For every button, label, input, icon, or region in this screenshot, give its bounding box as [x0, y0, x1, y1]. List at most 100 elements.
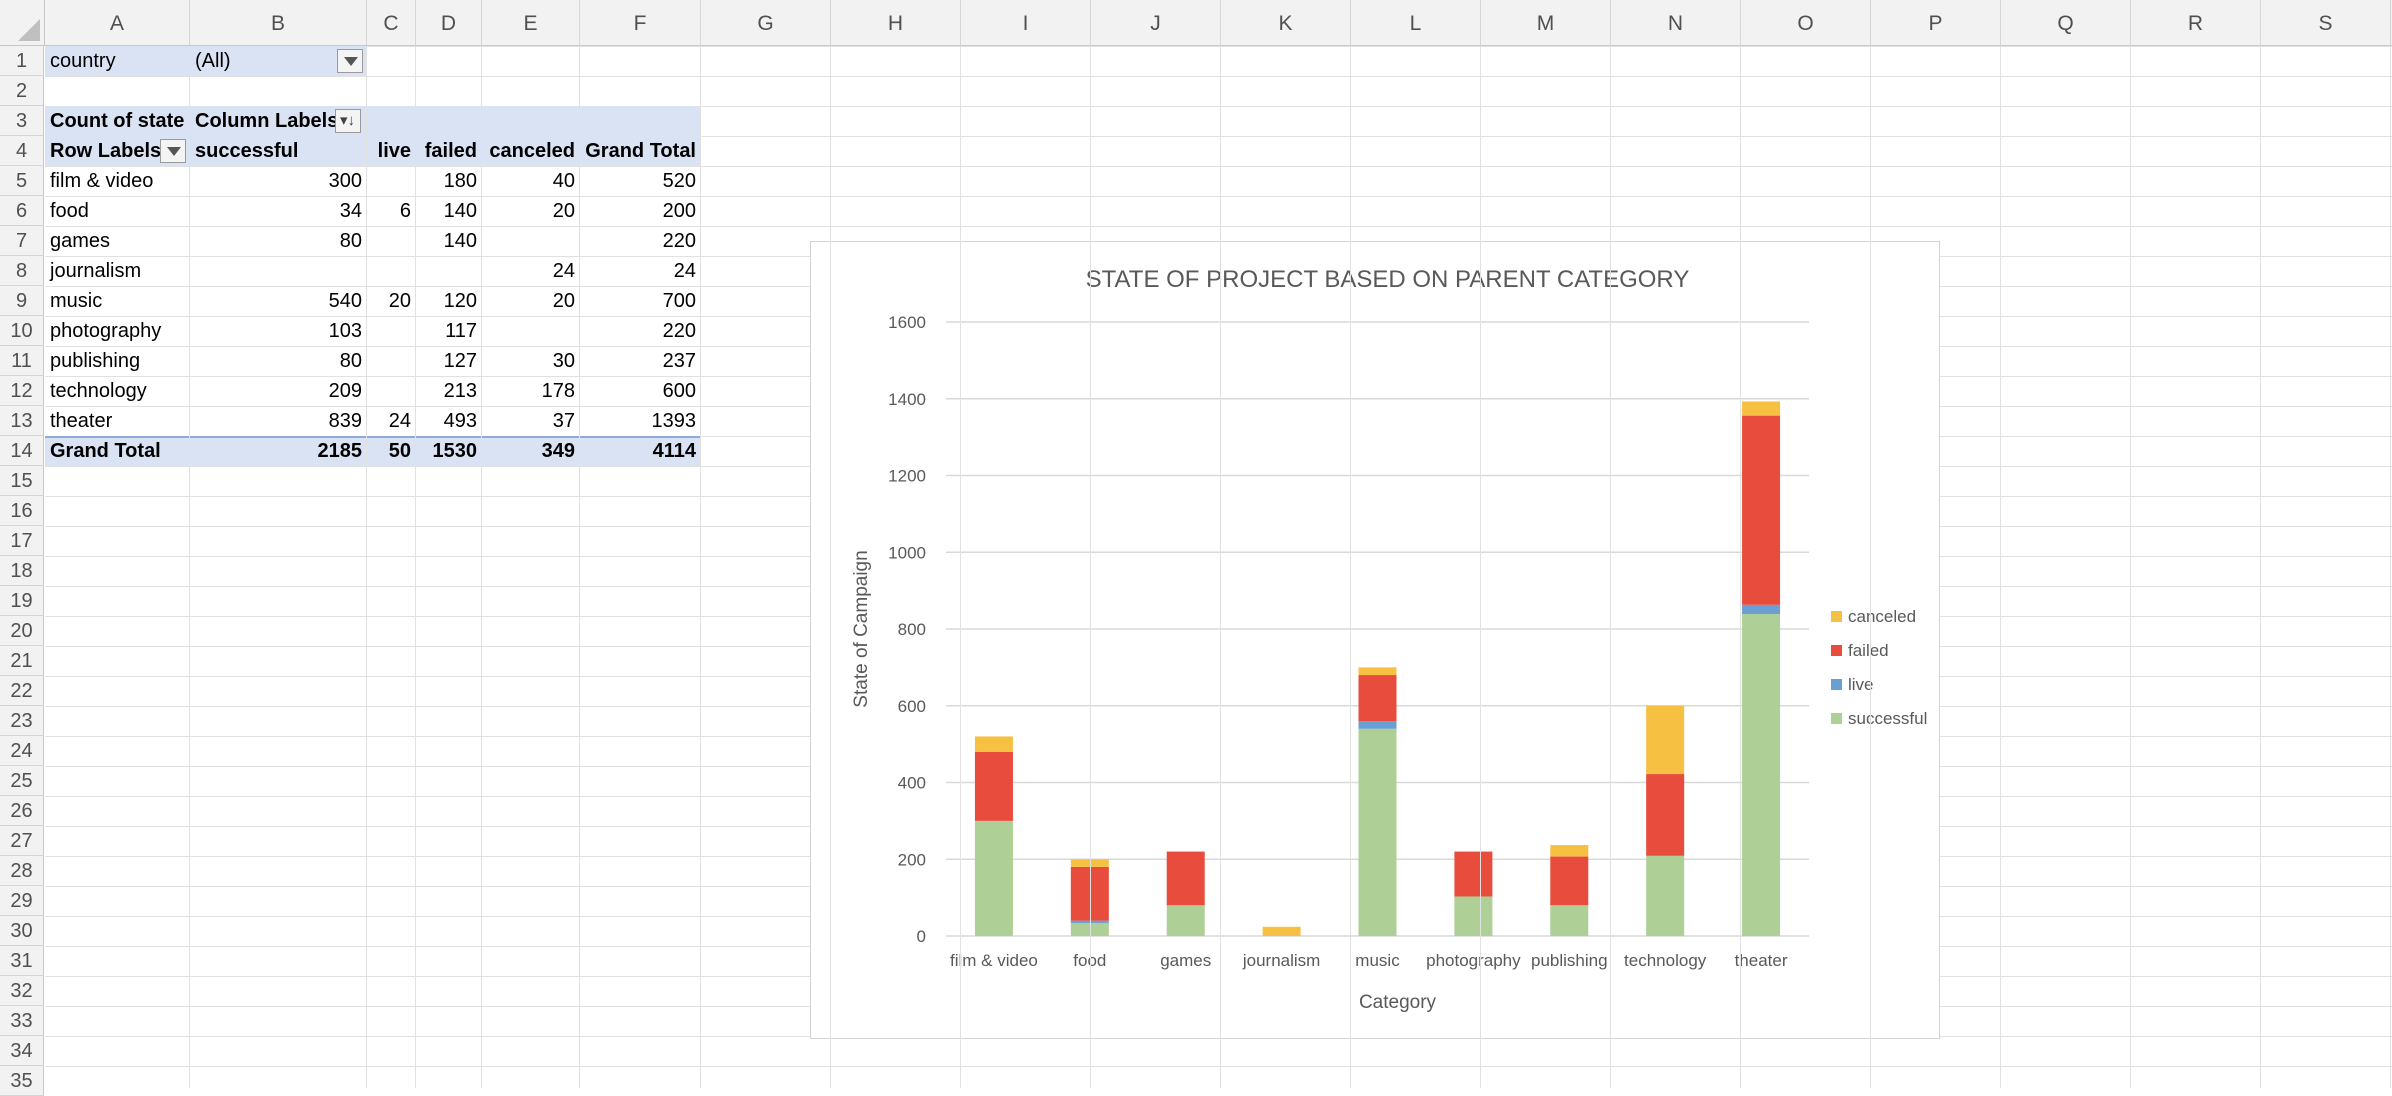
table-cell[interactable]: 24 [388, 410, 411, 432]
row-header-2[interactable]: 2 [0, 76, 44, 106]
row-header-33[interactable]: 33 [0, 1006, 44, 1036]
row-header-31[interactable]: 31 [0, 946, 44, 976]
grand-total-value[interactable]: 1530 [432, 440, 478, 462]
table-cell[interactable]: 540 [328, 290, 362, 312]
table-cell[interactable]: 80 [339, 230, 362, 252]
row-header-34[interactable]: 34 [0, 1036, 44, 1066]
row-label[interactable]: film & video [50, 170, 154, 192]
table-cell[interactable]: 34 [339, 200, 362, 222]
column-header-o[interactable]: O [1741, 0, 1871, 45]
row-header-14[interactable]: 14 [0, 436, 44, 466]
column-header-g[interactable]: G [701, 0, 831, 45]
table-cell[interactable] [367, 226, 416, 256]
table-cell[interactable]: 180 [443, 170, 477, 192]
table-cell[interactable]: 209 [328, 380, 362, 402]
row-header-35[interactable]: 35 [0, 1066, 44, 1096]
table-cell[interactable]: 117 [445, 320, 477, 342]
table-cell[interactable]: 140 [443, 200, 477, 222]
column-labels-header[interactable]: Column Labels [195, 110, 339, 132]
row-header-25[interactable]: 25 [0, 766, 44, 796]
stacked-bar-chart[interactable]: STATE OF PROJECT BASED ON PARENT CATEGOR… [810, 241, 1940, 1039]
row-header-11[interactable]: 11 [0, 346, 44, 376]
row-header-15[interactable]: 15 [0, 466, 44, 496]
row-labels-header[interactable]: Row Labels [50, 140, 162, 162]
row-header-19[interactable]: 19 [0, 586, 44, 616]
table-cell[interactable] [367, 316, 416, 346]
column-header-q[interactable]: Q [2001, 0, 2131, 45]
table-cell[interactable]: 37 [552, 410, 575, 432]
row-header-24[interactable]: 24 [0, 736, 44, 766]
row-header-23[interactable]: 23 [0, 706, 44, 736]
table-cell[interactable]: 220 [662, 320, 696, 342]
table-cell[interactable]: 493 [443, 410, 477, 432]
table-cell[interactable]: 20 [552, 200, 575, 222]
table-cell[interactable]: 213 [443, 380, 477, 402]
report-filter-value[interactable]: (All) [195, 50, 231, 72]
grand-total-value[interactable]: 4114 [652, 440, 696, 462]
column-labels-filter-button[interactable]: ▾↓ [335, 109, 361, 133]
row-label[interactable]: technology [50, 380, 147, 402]
table-cell[interactable] [482, 226, 580, 256]
column-header-c[interactable]: C [367, 0, 416, 45]
table-cell[interactable]: 600 [662, 380, 696, 402]
row-header-30[interactable]: 30 [0, 916, 44, 946]
report-filter-dropdown[interactable] [337, 49, 363, 73]
column-header-d[interactable]: D [416, 0, 482, 45]
row-header-22[interactable]: 22 [0, 676, 44, 706]
row-header-29[interactable]: 29 [0, 886, 44, 916]
table-cell[interactable] [190, 256, 367, 286]
column-header-r[interactable]: R [2131, 0, 2261, 45]
table-cell[interactable]: 127 [443, 350, 477, 372]
row-header-1[interactable]: 1 [0, 46, 44, 76]
row-header-27[interactable]: 27 [0, 826, 44, 856]
table-cell[interactable]: 6 [399, 200, 411, 222]
row-header-8[interactable]: 8 [0, 256, 44, 286]
row-label[interactable]: journalism [50, 260, 142, 282]
table-cell[interactable]: 700 [662, 290, 696, 312]
column-header-e[interactable]: E [482, 0, 580, 45]
table-cell[interactable] [416, 256, 482, 286]
select-all-corner[interactable] [0, 0, 45, 45]
table-cell[interactable]: 24 [673, 260, 696, 282]
table-cell[interactable]: 178 [541, 380, 575, 402]
row-header-32[interactable]: 32 [0, 976, 44, 1006]
table-cell[interactable] [367, 166, 416, 196]
table-cell[interactable]: 237 [662, 350, 696, 372]
row-label[interactable]: games [50, 230, 111, 252]
row-header-7[interactable]: 7 [0, 226, 44, 256]
table-cell[interactable] [367, 346, 416, 376]
table-cell[interactable]: 220 [662, 230, 696, 252]
table-cell[interactable] [482, 316, 580, 346]
row-header-10[interactable]: 10 [0, 316, 44, 346]
column-header-n[interactable]: N [1611, 0, 1741, 45]
row-header-3[interactable]: 3 [0, 106, 44, 136]
grand-total-label[interactable]: Grand Total [50, 440, 161, 462]
column-header-a[interactable]: A [45, 0, 190, 45]
row-label[interactable]: food [50, 200, 89, 222]
table-cell[interactable]: 20 [552, 290, 575, 312]
row-header-20[interactable]: 20 [0, 616, 44, 646]
table-cell[interactable] [367, 256, 416, 286]
column-header-m[interactable]: M [1481, 0, 1611, 45]
grand-total-value[interactable]: 349 [541, 440, 575, 462]
table-cell[interactable]: 839 [328, 410, 362, 432]
row-header-5[interactable]: 5 [0, 166, 44, 196]
row-header-28[interactable]: 28 [0, 856, 44, 886]
table-cell[interactable]: 520 [662, 170, 696, 192]
table-cell[interactable]: 24 [552, 260, 575, 282]
column-header-l[interactable]: L [1351, 0, 1481, 45]
row-header-6[interactable]: 6 [0, 196, 44, 226]
table-cell[interactable]: 300 [328, 170, 362, 192]
row-header-21[interactable]: 21 [0, 646, 44, 676]
column-header-j[interactable]: J [1091, 0, 1221, 45]
column-header-h[interactable]: H [831, 0, 961, 45]
row-header-12[interactable]: 12 [0, 376, 44, 406]
table-cell[interactable]: 20 [388, 290, 411, 312]
row-labels-filter-button[interactable] [160, 139, 186, 163]
table-cell[interactable]: 30 [552, 350, 575, 372]
table-cell[interactable]: 140 [443, 230, 477, 252]
row-header-17[interactable]: 17 [0, 526, 44, 556]
row-header-4[interactable]: 4 [0, 136, 44, 166]
row-label[interactable]: music [50, 290, 103, 312]
table-cell[interactable]: 120 [443, 290, 477, 312]
